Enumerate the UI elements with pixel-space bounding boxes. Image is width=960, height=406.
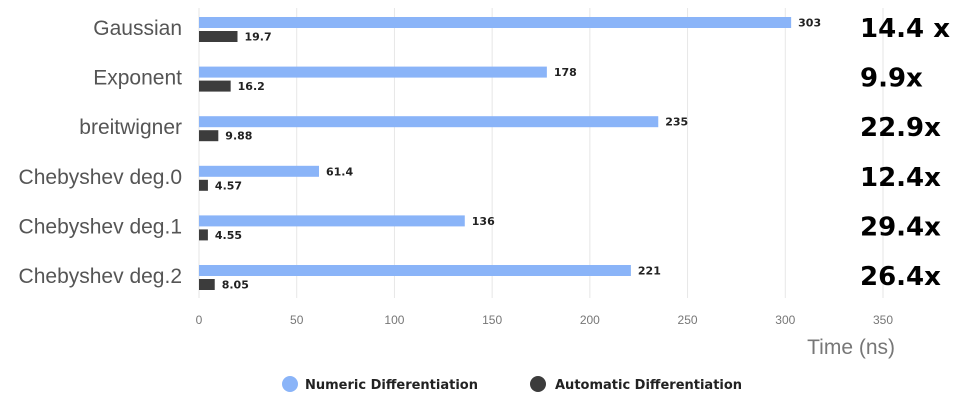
x-tick-label: 150 bbox=[482, 313, 502, 327]
automatic-bar bbox=[199, 31, 238, 42]
data-label: 235 bbox=[665, 116, 688, 129]
data-label: 303 bbox=[798, 17, 821, 30]
speedup-label: 29.4x bbox=[860, 212, 941, 242]
x-tick-label: 350 bbox=[873, 313, 893, 327]
legend-marker-automatic bbox=[530, 376, 546, 392]
category-label: Exponent bbox=[93, 67, 182, 90]
x-tick-label: 0 bbox=[196, 313, 203, 327]
data-label: 136 bbox=[472, 215, 495, 228]
automatic-bar bbox=[199, 179, 208, 191]
data-label: 16.2 bbox=[238, 80, 265, 93]
numeric-bar bbox=[199, 116, 659, 128]
data-label: 9.88 bbox=[225, 130, 252, 143]
data-label: 61.4 bbox=[326, 165, 353, 178]
numeric-bar bbox=[199, 17, 792, 28]
automatic-bar bbox=[199, 80, 231, 92]
legend-label: Automatic Differentiation bbox=[555, 378, 742, 393]
category-label: Gaussian bbox=[93, 17, 182, 40]
numeric-bar bbox=[199, 215, 465, 227]
speedup-label: 12.4x bbox=[860, 163, 941, 193]
data-label: 19.7 bbox=[244, 31, 271, 44]
automatic-bar bbox=[199, 279, 215, 290]
speedup-label: 9.9x bbox=[860, 64, 923, 94]
numeric-bar bbox=[199, 165, 319, 177]
data-label: 4.57 bbox=[215, 179, 242, 192]
numeric-bar bbox=[199, 66, 547, 78]
data-label: 4.55 bbox=[215, 229, 242, 242]
x-tick-label: 100 bbox=[384, 313, 404, 327]
category-label: Chebyshev deg.0 bbox=[19, 166, 182, 189]
legend-marker-numeric bbox=[282, 376, 298, 392]
x-tick-label: 250 bbox=[678, 313, 698, 327]
category-label: Chebyshev deg.1 bbox=[19, 215, 182, 238]
speedup-label: 26.4x bbox=[860, 262, 941, 292]
x-axis-title: Time (ns) bbox=[807, 336, 895, 359]
numeric-bar bbox=[199, 265, 631, 276]
data-label: 8.05 bbox=[222, 279, 249, 292]
x-tick-label: 200 bbox=[580, 313, 600, 327]
speedup-label: 22.9x bbox=[860, 113, 941, 143]
automatic-bar bbox=[199, 229, 208, 241]
data-label: 221 bbox=[638, 265, 661, 278]
x-tick-label: 300 bbox=[775, 313, 795, 327]
legend-label: Numeric Differentiation bbox=[305, 378, 478, 393]
automatic-bar bbox=[199, 130, 219, 142]
speedup-label: 14.4 x bbox=[860, 14, 950, 44]
category-label: Chebyshev deg.2 bbox=[19, 265, 182, 288]
x-tick-label: 50 bbox=[290, 313, 304, 327]
category-label: breitwigner bbox=[79, 116, 182, 139]
data-label: 178 bbox=[554, 66, 577, 79]
